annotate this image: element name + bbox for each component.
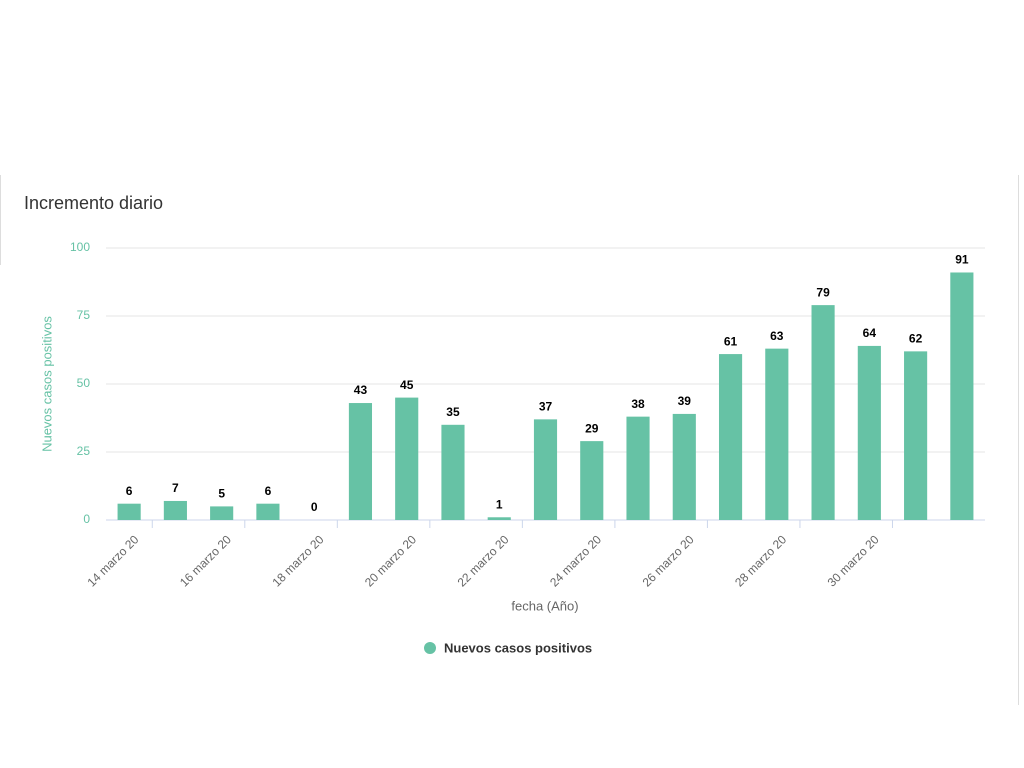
y-tick-label: 0 xyxy=(83,512,90,526)
bar xyxy=(857,345,881,520)
bar xyxy=(950,272,974,520)
data-label: 91 xyxy=(955,253,969,267)
bar xyxy=(487,517,511,520)
bar xyxy=(765,348,789,520)
data-label: 38 xyxy=(631,397,645,411)
data-label: 6 xyxy=(265,484,272,498)
bar xyxy=(811,305,835,520)
data-label: 35 xyxy=(446,405,460,419)
data-label: 62 xyxy=(909,332,923,346)
y-axis-title: Nuevos casos positivos xyxy=(39,316,54,452)
x-axis-title: fecha (Año) xyxy=(511,598,578,613)
y-tick-label: 25 xyxy=(77,444,91,458)
data-label: 7 xyxy=(172,481,179,495)
x-tick-label: 14 marzo 20 xyxy=(84,532,141,589)
data-label: 63 xyxy=(770,329,784,343)
x-tick-label: 30 marzo 20 xyxy=(825,532,882,589)
data-label: 0 xyxy=(311,500,318,514)
data-label: 45 xyxy=(400,378,414,392)
data-label: 6 xyxy=(126,484,133,498)
data-label: 79 xyxy=(816,285,830,299)
x-tick-label: 22 marzo 20 xyxy=(455,532,512,589)
bar xyxy=(718,354,743,520)
x-tick-label: 26 marzo 20 xyxy=(640,532,697,589)
bar xyxy=(348,403,373,520)
data-label: 64 xyxy=(863,326,877,340)
x-tick-label: 16 marzo 20 xyxy=(177,532,234,589)
data-label: 37 xyxy=(539,400,553,414)
data-label: 5 xyxy=(218,487,225,501)
bar xyxy=(626,416,650,520)
bar xyxy=(395,397,419,520)
x-tick-label: 28 marzo 20 xyxy=(732,532,789,589)
x-tick-label: 24 marzo 20 xyxy=(547,532,604,589)
data-label: 39 xyxy=(678,394,692,408)
bar xyxy=(117,503,141,520)
data-label: 29 xyxy=(585,421,599,435)
bar xyxy=(672,413,696,520)
bar xyxy=(210,506,234,520)
bar xyxy=(163,500,187,520)
bar xyxy=(256,503,280,520)
legend-symbol xyxy=(424,642,436,654)
x-tick-label: 20 marzo 20 xyxy=(362,532,419,589)
chart-title: Incremento diario xyxy=(24,193,163,213)
bar xyxy=(904,351,928,520)
y-tick-label: 75 xyxy=(77,308,91,322)
x-tick-label: 18 marzo 20 xyxy=(269,532,326,589)
legend-label: Nuevos casos positivos xyxy=(444,640,592,655)
data-label: 1 xyxy=(496,497,503,511)
data-label: 61 xyxy=(724,334,738,348)
bar xyxy=(533,419,558,520)
bar xyxy=(441,424,465,520)
y-tick-label: 100 xyxy=(70,240,90,254)
data-label: 43 xyxy=(354,383,368,397)
bar xyxy=(580,441,604,520)
y-tick-label: 50 xyxy=(77,376,91,390)
